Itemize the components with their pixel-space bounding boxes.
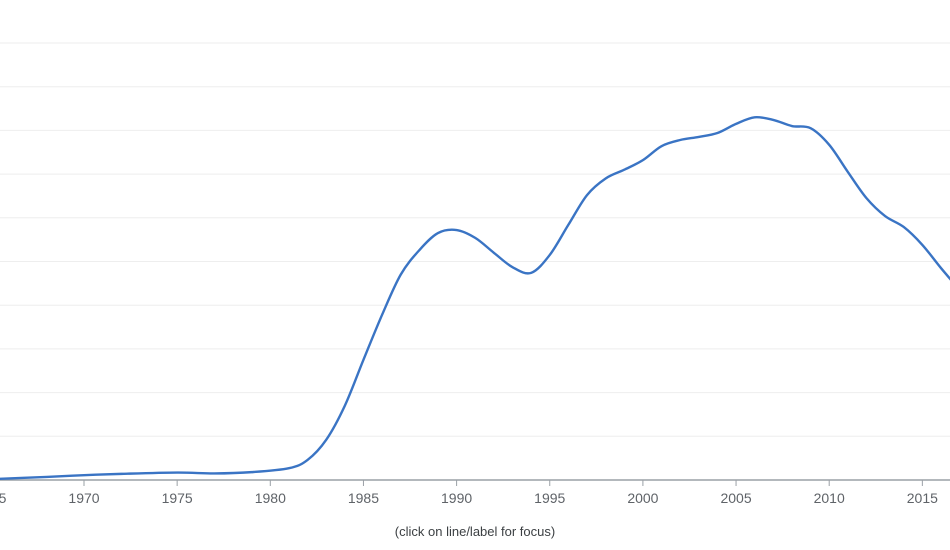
x-tick-label: 2010 [814, 490, 845, 506]
ngram-chart: 1965 1970 1975 1980 1985 1990 1995 2000 2005 2010… [0, 42, 950, 506]
focus-hint: (click on line/label for focus) [394, 524, 556, 539]
x-tick-label: 1990 [441, 490, 472, 506]
x-axis-ticks: 1965 1970 1975 1980 1985 1990 1995 2000 2005 2010… [0, 480, 938, 506]
x-tick-label: 1965 [0, 490, 7, 506]
x-tick-label: 1975 [162, 490, 193, 506]
x-tick-label: 1995 [534, 490, 565, 506]
gridlines [0, 42, 950, 437]
x-tick-label: 1985 [348, 490, 379, 506]
x-tick-label: 2000 [627, 490, 658, 506]
x-tick-label: 1970 [68, 490, 99, 506]
series-line[interactable] [0, 115, 950, 480]
x-tick-label: 2005 [720, 490, 751, 506]
x-tick-label: 1980 [255, 490, 286, 506]
x-tick-label: 2015 [907, 490, 938, 506]
